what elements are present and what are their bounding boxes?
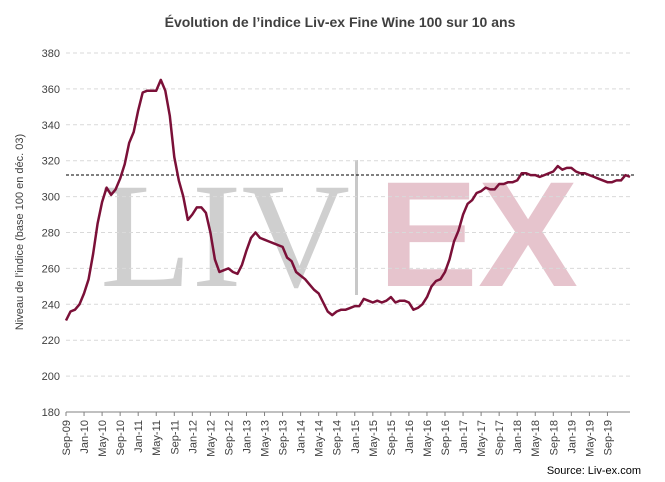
x-tick-label: May-16 [422, 420, 434, 457]
grid [66, 52, 630, 377]
x-tick-label: Sep-16 [440, 420, 452, 455]
y-tick-label: 360 [42, 84, 60, 96]
y-tick-label: 340 [42, 120, 60, 132]
y-tick-label: 380 [42, 48, 60, 60]
x-tick-label: Sep-17 [494, 420, 506, 455]
x-tick-label: May-11 [151, 420, 163, 456]
x-tick-label: Sep-13 [278, 420, 290, 455]
x-tick-label: Jan-15 [350, 420, 362, 454]
x-tick-label: Jan-13 [241, 420, 253, 454]
series-line [64, 78, 631, 322]
x-tick-label: May-19 [584, 420, 596, 457]
watermark: LIV EX [100, 150, 578, 319]
x-tick-label: Jan-14 [296, 420, 308, 454]
x-tick-label: Jan-11 [133, 420, 145, 453]
chart-title: Évolution de l’indice Liv-ex Fine Wine 1… [165, 14, 516, 30]
y-tick-label: 320 [42, 156, 60, 168]
x-tick-label: Sep-11 [169, 420, 181, 455]
x-tick-label: May-12 [205, 420, 217, 457]
y-tick-label: 240 [42, 299, 60, 311]
x-tick-label: Jan-10 [79, 420, 91, 454]
x-tick-label: Jan-19 [566, 420, 578, 454]
x-tick-label: Sep-10 [115, 420, 127, 455]
x-tick-label: May-10 [97, 420, 109, 457]
source-note: Source: Liv-ex.com [547, 465, 641, 477]
x-tick-label: Sep-14 [332, 420, 344, 455]
x-tick-label: Sep-15 [386, 420, 398, 455]
y-tick-label: 200 [42, 371, 60, 383]
x-tick-label: May-17 [476, 420, 488, 457]
y-tick-label: 180 [42, 407, 60, 419]
x-tick-label: May-15 [368, 420, 380, 457]
x-axis: Sep-09 Jan-10 May-10 Sep-10 Jan-11 May-11 Sep-… [61, 411, 630, 457]
watermark-ex: EX [378, 150, 578, 318]
y-tick-label: 220 [42, 335, 60, 347]
x-tick-label: Sep-19 [602, 420, 614, 455]
y-axis-label: Niveau de l’indice (base 100 en déc. 03) [14, 134, 26, 330]
y-axis-ticks: 180 200 220 240 260 280 300 320 340 360 380 [42, 48, 60, 419]
y-tick-label: 280 [42, 228, 60, 240]
x-tick-label: Sep-12 [223, 420, 235, 455]
watermark-divider [355, 160, 358, 295]
y-tick-label: 300 [42, 192, 60, 204]
x-tick-label: May-14 [314, 420, 326, 457]
x-tick-label: May-18 [530, 420, 542, 457]
x-tick-label: Jan-17 [458, 420, 470, 454]
x-tick-label: Sep-18 [548, 420, 560, 455]
x-tick-label: Sep-09 [61, 420, 73, 455]
x-tick-label: Jan-12 [187, 420, 199, 454]
x-tick-label: Jan-16 [404, 420, 416, 454]
watermark-liv: LIV [100, 153, 350, 319]
y-tick-label: 260 [42, 263, 60, 275]
x-tick-label: May-13 [260, 420, 272, 457]
x-tick-label: Jan-18 [512, 420, 524, 454]
